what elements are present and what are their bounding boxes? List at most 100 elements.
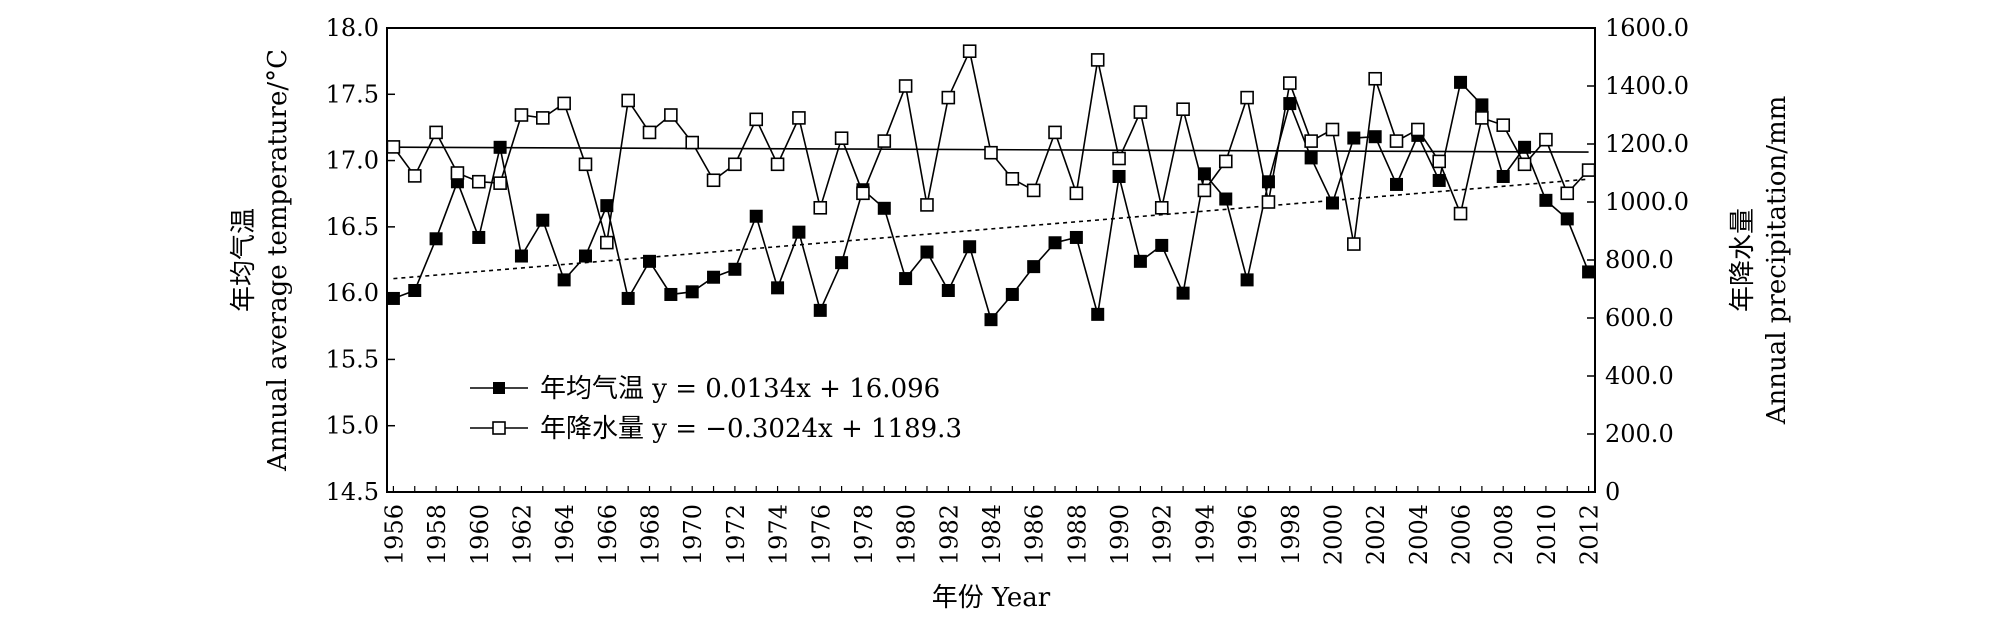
data-point-temperature — [685, 285, 699, 299]
data-point-temperature — [557, 273, 571, 287]
data-point-precipitation — [1496, 118, 1511, 132]
data-point-precipitation — [1517, 157, 1532, 172]
data-point-precipitation — [1069, 186, 1084, 201]
data-point-precipitation — [1133, 105, 1148, 119]
data-point-temperature — [813, 303, 827, 317]
data-point-temperature — [493, 140, 507, 154]
x-tick-label: 1974 — [765, 504, 793, 565]
data-point-temperature — [1368, 130, 1382, 144]
x-tick-label: 1978 — [850, 504, 878, 565]
x-tick-label: 1970 — [679, 504, 707, 565]
data-point-precipitation — [856, 186, 870, 201]
x-tick-label: 1960 — [466, 504, 494, 565]
data-point-precipitation — [1261, 195, 1276, 209]
x-tick-label: 1980 — [893, 504, 921, 565]
data-point-precipitation — [1325, 122, 1340, 137]
series-lines — [392, 48, 1590, 322]
data-point-precipitation — [429, 125, 443, 140]
x-tick-label: 2000 — [1319, 504, 1347, 565]
data-point-temperature — [877, 201, 891, 215]
data-point-temperature — [1304, 151, 1318, 165]
data-point-temperature — [1325, 196, 1339, 210]
legend: 年均气温 y = 0.0134x + 16.096 年降水量 y = −0.302… — [470, 374, 962, 444]
data-point-temperature — [1197, 167, 1211, 181]
x-tick-label: 1966 — [594, 504, 622, 565]
data-point-temperature — [728, 262, 742, 276]
trend-line — [393, 178, 1589, 280]
data-point-precipitation — [728, 157, 742, 172]
x-tick-label: 1964 — [551, 504, 579, 565]
data-point-temperature — [1475, 98, 1489, 112]
legend-equation: y = 0.0134x + 16.096 — [651, 374, 940, 404]
data-point-temperature — [408, 283, 422, 297]
data-point-temperature — [1518, 140, 1532, 154]
data-point-temperature — [578, 249, 592, 263]
data-point-precipitation — [813, 201, 828, 215]
x-tick-label: 1956 — [380, 504, 408, 565]
x-tick-label: 1986 — [1021, 504, 1049, 565]
data-point-temperature — [1240, 273, 1254, 287]
left-y-axis-title: Annual average temperature/°C — [263, 49, 293, 472]
data-point-precipitation — [1240, 90, 1254, 105]
data-point-temperature — [1496, 169, 1510, 183]
right-y-axis-title: Annual precipitation/mm — [1762, 96, 1792, 426]
data-point-precipitation — [536, 111, 550, 125]
data-point-precipitation — [1411, 122, 1425, 137]
data-point-precipitation — [1048, 125, 1062, 140]
x-tick-label: 1994 — [1191, 504, 1219, 565]
data-point-temperature — [1091, 307, 1105, 321]
data-point-precipitation — [941, 90, 956, 105]
right-y-tick-label: 0 — [1605, 478, 1620, 506]
x-tick-label: 2012 — [1576, 504, 1604, 565]
right-y-tick-label: 800.0 — [1605, 246, 1674, 274]
data-point-precipitation — [386, 140, 401, 154]
left-y-tick-label: 14.5 — [326, 478, 379, 506]
x-tick-label: 1992 — [1149, 504, 1177, 565]
data-point-temperature — [536, 213, 550, 227]
data-point-temperature — [472, 230, 486, 244]
x-tick-label: 1998 — [1277, 504, 1305, 565]
data-point-precipitation — [1197, 183, 1212, 198]
legend-marker-filled — [493, 382, 505, 394]
right-y-tick-label: 600.0 — [1605, 304, 1674, 332]
left-y-tick-label: 18.0 — [326, 14, 379, 42]
data-point-precipitation — [621, 93, 635, 108]
left-y-tick-label: 15.5 — [326, 345, 379, 373]
right-y-tick-label: 200.0 — [1605, 420, 1674, 448]
data-point-precipitation — [962, 44, 977, 59]
data-point-precipitation — [1432, 154, 1446, 169]
legend-label: 年降水量 y = −0.3024x + 1189.3 — [540, 414, 962, 444]
x-tick-label: 1990 — [1106, 504, 1134, 565]
left-y-tick-label: 15.0 — [326, 412, 379, 440]
x-tick-label: 1976 — [807, 504, 835, 565]
data-point-precipitation — [1026, 183, 1041, 198]
data-point-temperature — [429, 232, 443, 246]
data-point-precipitation — [1282, 76, 1297, 90]
data-point-precipitation — [1304, 134, 1318, 148]
right-y-tick-label: 1000.0 — [1605, 188, 1689, 216]
data-point-precipitation — [749, 112, 764, 127]
data-point-precipitation — [450, 166, 465, 180]
x-tick-label: 2008 — [1490, 504, 1518, 565]
data-point-temperature — [621, 291, 635, 305]
data-point-precipitation — [471, 174, 486, 189]
legend-label: 年均气温 y = 0.0134x + 16.096 — [540, 374, 940, 404]
data-point-precipitation — [1475, 111, 1489, 125]
data-point-temperature — [1261, 175, 1275, 189]
axis-ticks — [387, 27, 1595, 493]
x-tick-label: 1958 — [423, 504, 451, 565]
data-point-precipitation — [877, 134, 892, 148]
left-y-tick-label: 16.0 — [326, 279, 379, 307]
series-line — [393, 80, 1590, 322]
data-point-temperature — [1432, 173, 1446, 187]
data-point-temperature — [643, 254, 657, 268]
legend-series-name: 年降水量 — [540, 414, 652, 444]
x-tick-label: 1972 — [722, 504, 750, 565]
data-point-precipitation — [1176, 102, 1190, 116]
x-tick-label: 2002 — [1362, 504, 1390, 565]
data-point-temperature — [941, 283, 955, 297]
data-point-precipitation — [1347, 237, 1361, 251]
data-point-temperature — [1347, 131, 1361, 145]
data-point-precipitation — [1560, 186, 1575, 201]
data-point-temperature — [749, 209, 763, 223]
